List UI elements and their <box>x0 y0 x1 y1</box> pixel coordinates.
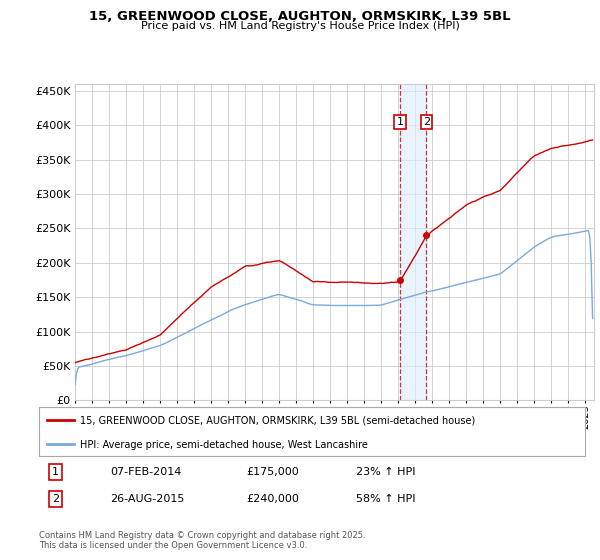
Text: 58% ↑ HPI: 58% ↑ HPI <box>356 494 415 504</box>
Text: 26-AUG-2015: 26-AUG-2015 <box>110 494 184 504</box>
Text: HPI: Average price, semi-detached house, West Lancashire: HPI: Average price, semi-detached house,… <box>80 440 368 450</box>
Text: 07-FEB-2014: 07-FEB-2014 <box>110 467 181 477</box>
Text: 15, GREENWOOD CLOSE, AUGHTON, ORMSKIRK, L39 5BL (semi-detached house): 15, GREENWOOD CLOSE, AUGHTON, ORMSKIRK, … <box>80 416 475 426</box>
Text: 15, GREENWOOD CLOSE, AUGHTON, ORMSKIRK, L39 5BL: 15, GREENWOOD CLOSE, AUGHTON, ORMSKIRK, … <box>89 10 511 23</box>
Text: 2: 2 <box>52 494 59 504</box>
Text: Contains HM Land Registry data © Crown copyright and database right 2025.
This d: Contains HM Land Registry data © Crown c… <box>39 531 365 550</box>
Text: 1: 1 <box>397 117 404 127</box>
Text: Price paid vs. HM Land Registry's House Price Index (HPI): Price paid vs. HM Land Registry's House … <box>140 21 460 31</box>
Text: 2: 2 <box>423 117 430 127</box>
Text: 23% ↑ HPI: 23% ↑ HPI <box>356 467 415 477</box>
Bar <box>400 84 427 400</box>
Text: £175,000: £175,000 <box>247 467 299 477</box>
Text: 1: 1 <box>52 467 59 477</box>
Text: £240,000: £240,000 <box>247 494 299 504</box>
